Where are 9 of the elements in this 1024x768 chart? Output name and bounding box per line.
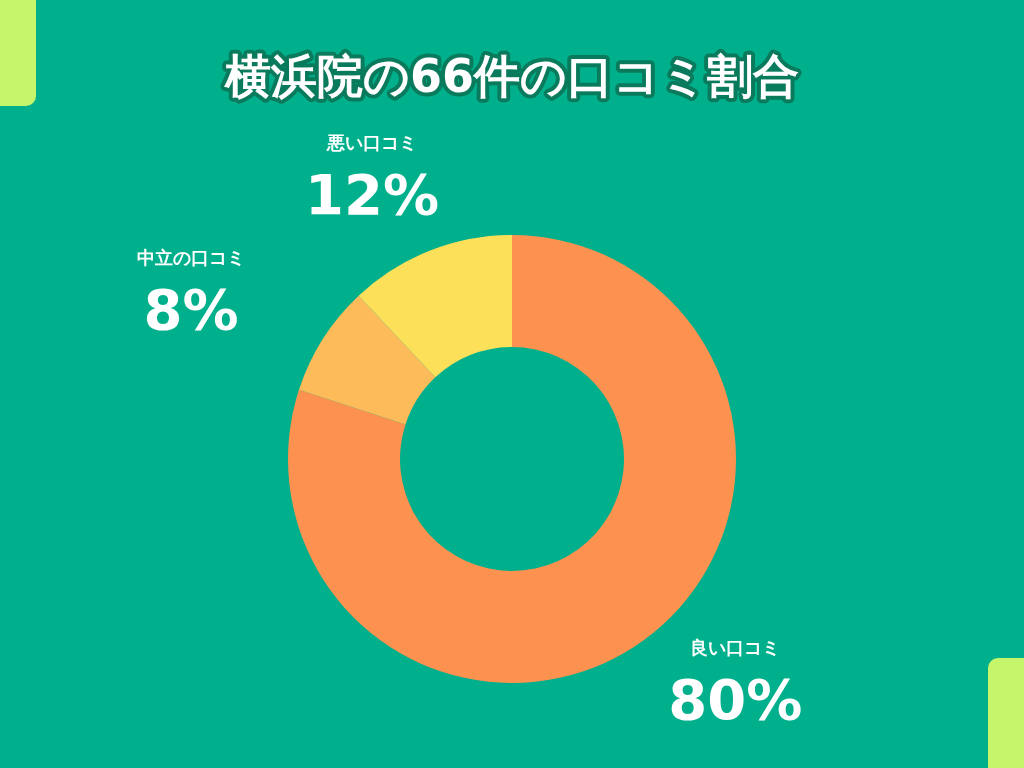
data-label: 8% [143, 276, 239, 342]
donut-slice [358, 235, 512, 378]
slice-label: 中立の口コミ [137, 246, 246, 268]
data-label: 80% [668, 666, 803, 732]
donut-slice [298, 295, 436, 425]
slice-label: 良い口コミ [690, 636, 781, 658]
chart-title: 横浜院の66件の口コミ割合 [222, 49, 800, 103]
slice-label: 悪い口コミ [326, 132, 418, 154]
data-label: 12% [305, 162, 440, 228]
